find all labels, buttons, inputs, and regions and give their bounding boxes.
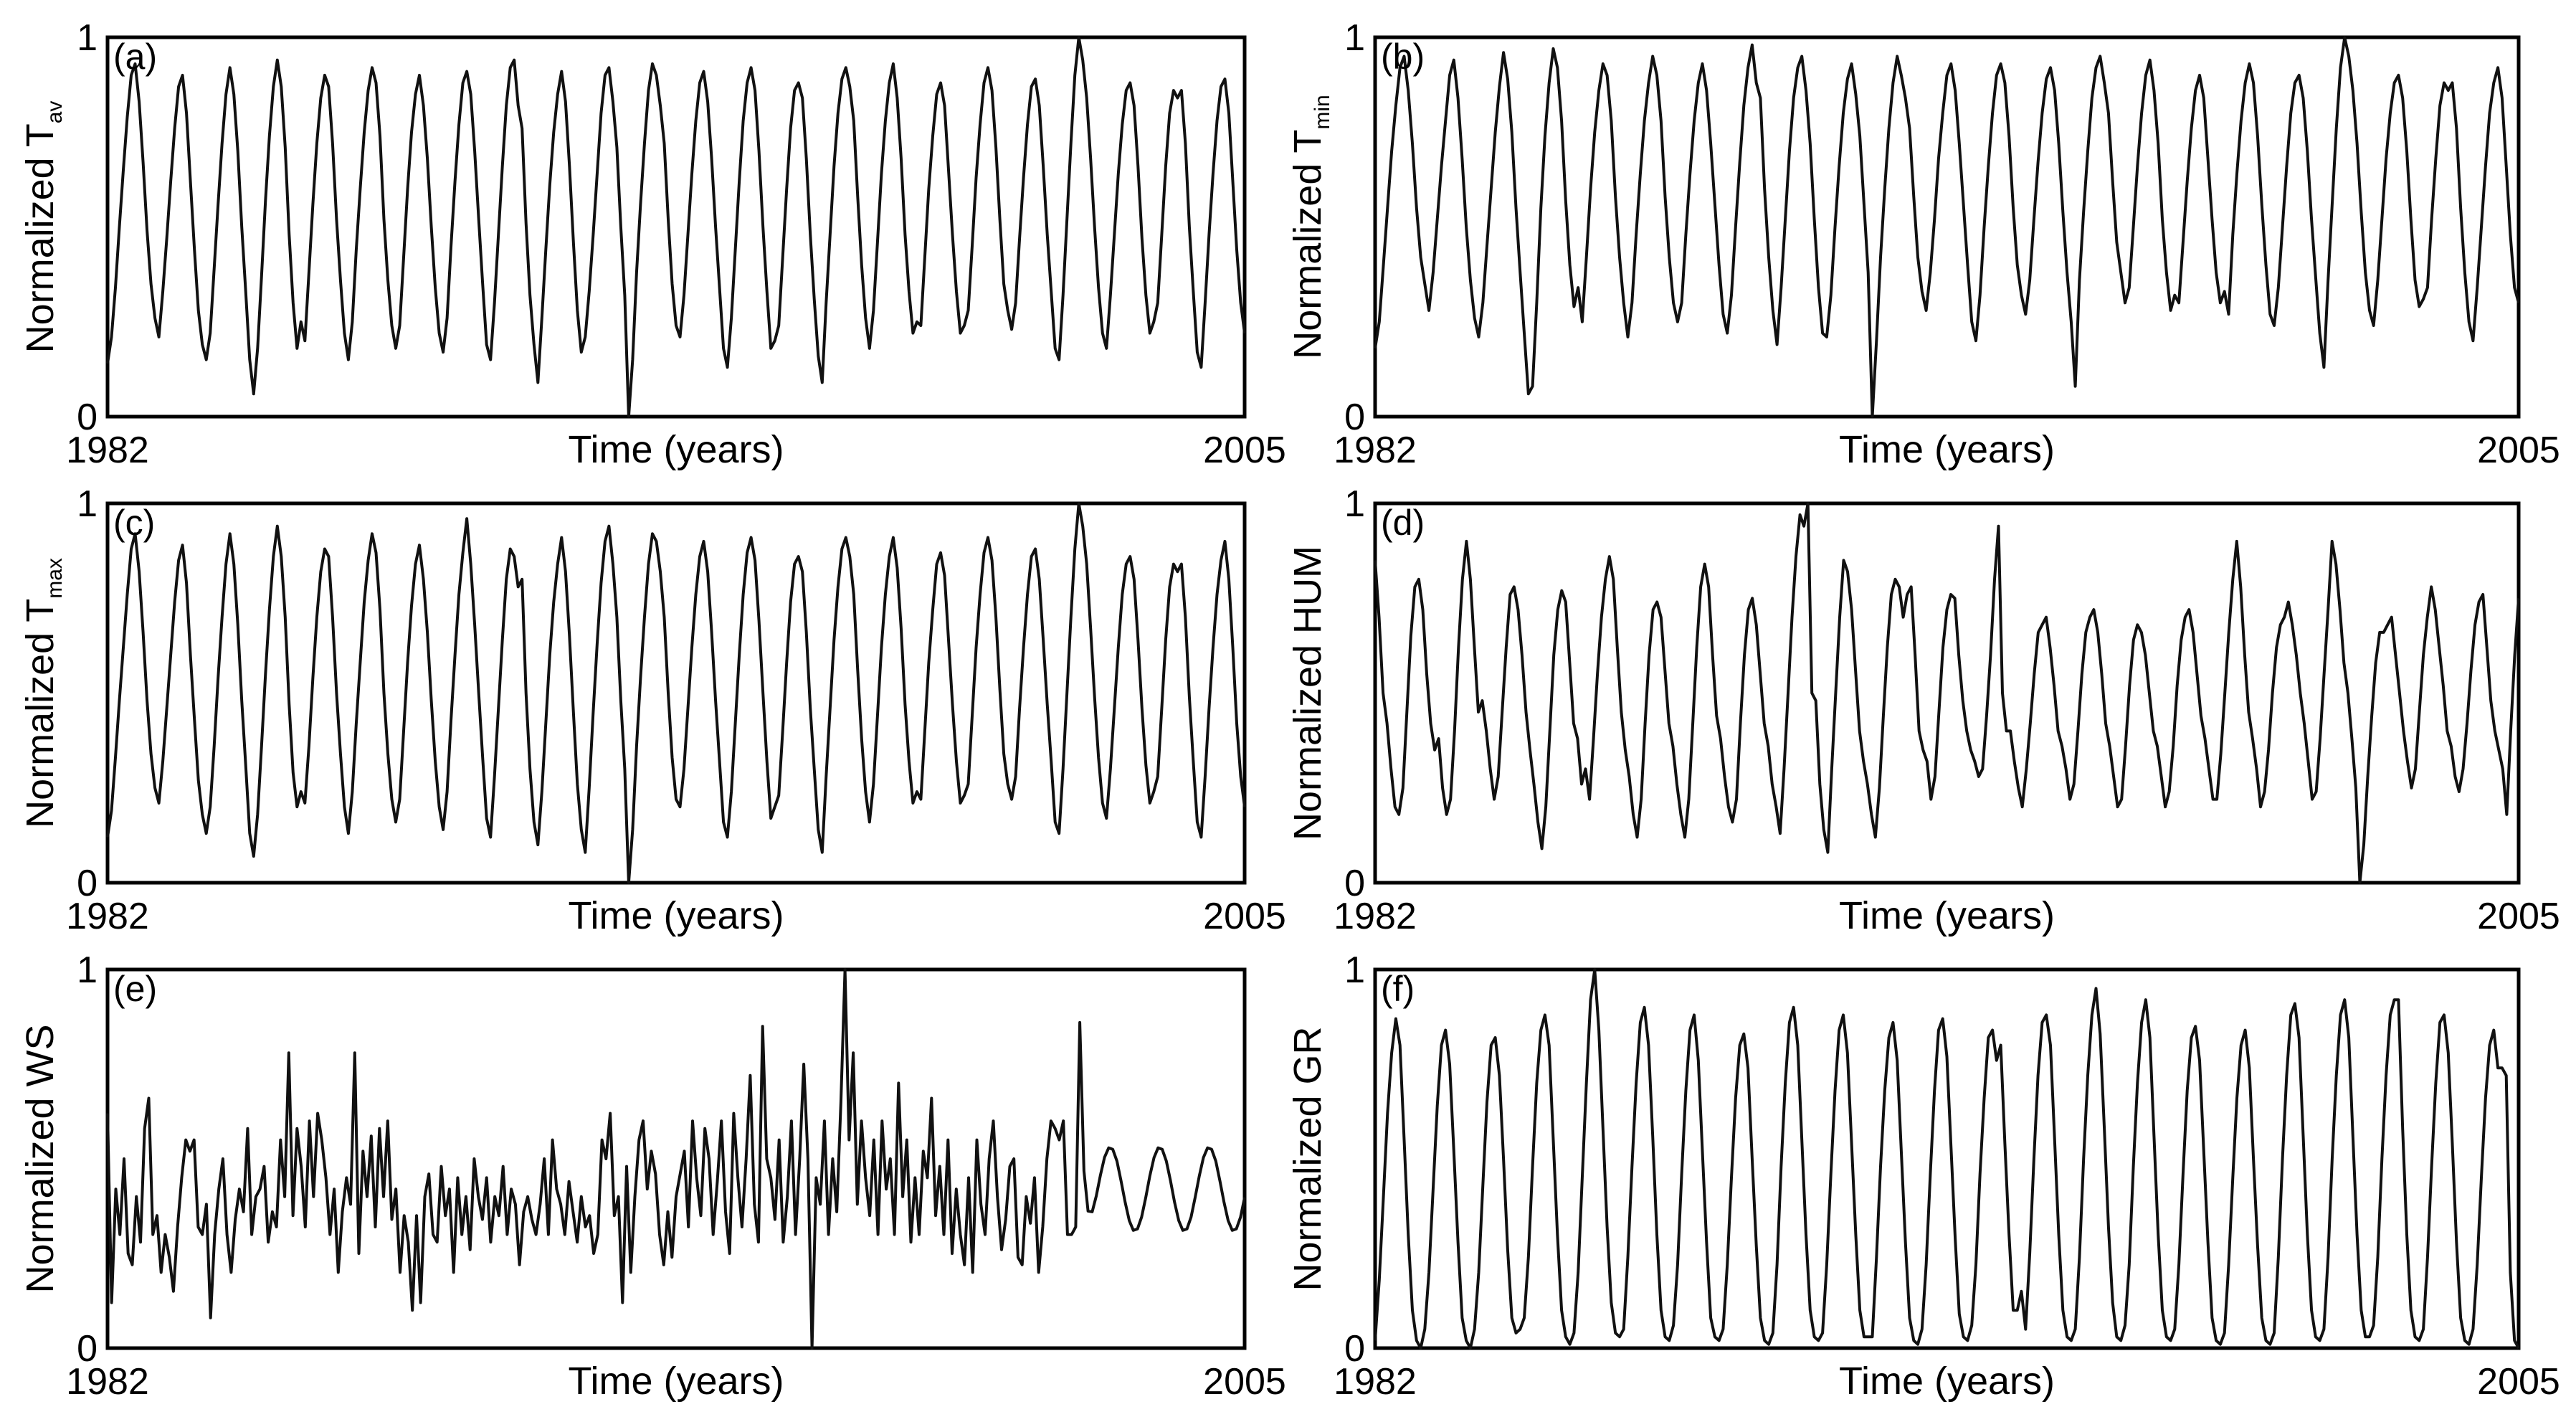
panel-d-xtick-start: 1982 [1334,896,1417,937]
panel-e-label: (e) [113,969,157,1009]
panel-b-label: (b) [1381,37,1425,77]
panel-c-ytick-max: 1 [77,483,98,525]
panel-f-series-line [1374,968,2520,1350]
panel-d-xtick-end: 2005 [2477,896,2560,937]
panel-e-series-line [106,968,1246,1350]
panel-e-xlabel: Time (years) [568,1360,784,1403]
panel-d-label: (d) [1381,503,1425,543]
panel-d-ylabel: Normalized HUM [1286,546,1329,840]
panel-f-ylabel-main: Normalized GR [1286,1026,1329,1291]
panel-e-ytick-min: 0 [77,1328,98,1370]
panel-f-xlabel: Time (years) [1839,1360,2055,1403]
panel-a-ytick-min: 0 [77,397,98,438]
panel-d-frame [1373,501,2521,885]
panel-b-xtick-end: 2005 [2477,430,2560,471]
panel-a-ylabel-main: Normalized T [19,123,62,353]
panel-b-frame [1373,35,2521,419]
panel-e-ylabel-main: Normalized WS [19,1024,62,1293]
panel-f-ytick-max: 1 [1344,949,1365,991]
panel-e-ytick-max: 1 [77,949,98,991]
panel-e-xtick-start: 1982 [66,1361,149,1403]
panel-f-frame [1373,967,2521,1350]
panel-c-series-line [106,502,1246,884]
panel-c-xlabel: Time (years) [568,894,784,937]
panel-c-ylabel-main: Normalized T [19,599,62,828]
panel-a-xlabel: Time (years) [568,428,784,471]
panel-b-series-line [1374,36,2520,418]
panel-d-series-line [1374,502,2520,884]
panel-a-ytick-max: 1 [77,17,98,59]
panel-a-ylabel-subscript: av [43,101,67,124]
panel-a-ylabel: Normalized Tav [19,101,67,354]
panel-c-xtick-end: 2005 [1203,896,1286,937]
panel-d-ytick-min: 0 [1344,863,1365,904]
panel-b-ylabel: Normalized Tmin [1286,95,1334,359]
panel-a-xtick-end: 2005 [1203,430,1286,471]
panel-d-xlabel: Time (years) [1839,894,2055,937]
panel-a-xtick-start: 1982 [66,430,149,471]
panel-b-xlabel: Time (years) [1839,428,2055,471]
panel-e-xtick-end: 2005 [1203,1361,1286,1403]
panel-c-frame [105,501,1247,885]
panel-b-xtick-start: 1982 [1334,430,1417,471]
panel-f-label: (f) [1381,969,1415,1009]
panel-c-ylabel: Normalized Tmax [19,558,67,828]
panel-c-ytick-min: 0 [77,863,98,904]
panel-b-ylabel-subscript: min [1311,95,1334,129]
panel-c-label: (c) [113,503,155,543]
panel-c-ylabel-subscript: max [43,558,67,599]
panel-e-ylabel: Normalized WS [19,1024,62,1293]
panel-b-ylabel-main: Normalized T [1286,130,1329,359]
panel-b-ytick-min: 0 [1344,397,1365,438]
panel-f-xtick-end: 2005 [2477,1361,2560,1403]
panel-f-xtick-start: 1982 [1334,1361,1417,1403]
panel-d-ytick-max: 1 [1344,483,1365,525]
panel-f-ylabel: Normalized GR [1286,1026,1329,1291]
panel-e-frame [105,967,1247,1350]
panel-d-ylabel-main: Normalized HUM [1286,546,1329,840]
panel-b-ytick-max: 1 [1344,17,1365,59]
panel-a-frame [105,35,1247,419]
panel-a-label: (a) [113,37,157,77]
panel-c-xtick-start: 1982 [66,896,149,937]
panel-f-ytick-min: 0 [1344,1328,1365,1370]
panel-a-series-line [106,36,1246,418]
